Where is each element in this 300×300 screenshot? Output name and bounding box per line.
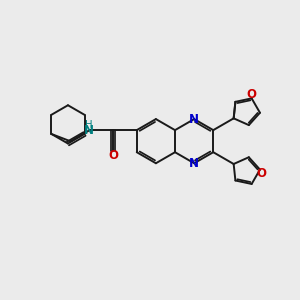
Text: O: O — [108, 149, 118, 162]
Text: O: O — [256, 167, 266, 180]
Text: N: N — [189, 112, 199, 126]
Text: N: N — [84, 124, 94, 136]
Text: O: O — [247, 88, 257, 101]
Text: N: N — [189, 157, 199, 170]
Text: H: H — [85, 120, 93, 130]
